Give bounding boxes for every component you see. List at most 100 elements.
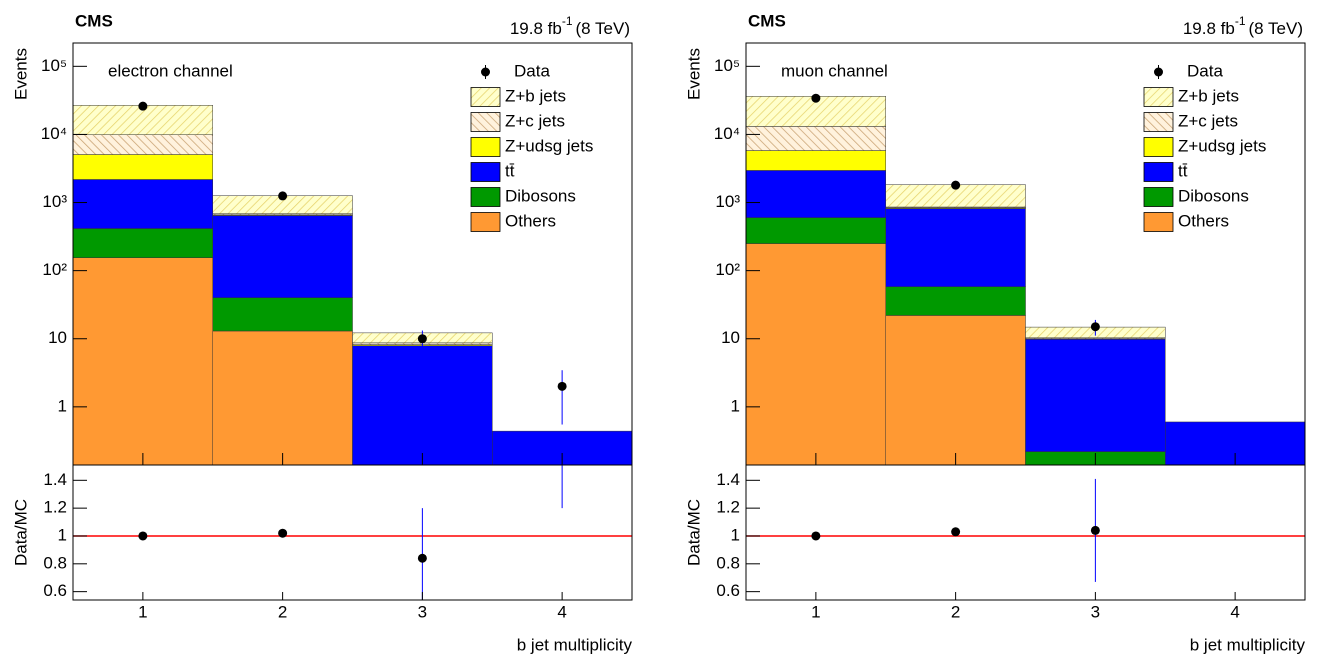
stack [73, 101, 632, 465]
ratio-point [811, 531, 821, 541]
ratio-points [73, 44, 632, 600]
y-axis-label: Events [684, 48, 703, 100]
y-tick-label: 10⁵ [41, 56, 67, 75]
x-axis-label: b jet multiplicity [517, 635, 633, 654]
legend-label: Z+c jets [505, 111, 565, 130]
cms-title: CMS [748, 11, 786, 30]
y-tick-label: 0.8 [716, 553, 740, 572]
legend-label: tt̄ [1178, 161, 1188, 180]
stack-segment [73, 179, 213, 229]
legend-swatch [470, 87, 501, 107]
y-tick-label: 1 [731, 525, 740, 544]
lumi-energy: (8 TeV) [576, 19, 631, 38]
legend-label: Others [1178, 211, 1229, 230]
x-tick-label: 3 [1091, 602, 1100, 621]
legend-swatch [1143, 187, 1174, 207]
channel-label: muon channel [781, 61, 888, 80]
lumi: 19.8 fb-1 (8 TeV) [510, 14, 630, 38]
data-point [138, 101, 148, 111]
stack-segment [746, 126, 886, 151]
legend-swatch [1143, 162, 1174, 182]
lumi: 19.8 fb-1 (8 TeV) [1183, 14, 1303, 38]
x-tick-label: 1 [811, 602, 820, 621]
legend-swatch [470, 187, 501, 207]
y-tick-label: 1 [731, 396, 740, 415]
x-tick-label: 1 [138, 602, 147, 621]
y-tick-label: 1.4 [43, 470, 67, 489]
legend-swatch [1143, 137, 1174, 157]
x-tick-label: 3 [418, 602, 427, 621]
ratio-point [138, 531, 148, 541]
legend-swatch [1143, 112, 1174, 132]
legend-label: Data [514, 61, 550, 80]
stack-segment [746, 150, 886, 171]
y-tick-label: 10 [721, 328, 740, 347]
data-point [951, 180, 961, 190]
y-tick-label: 10³ [42, 192, 67, 211]
legend-label: Data [1187, 61, 1223, 80]
y-tick-label: 0.6 [716, 581, 740, 600]
stack-segment [1025, 339, 1166, 452]
legend-label: Z+b jets [505, 86, 566, 105]
lumi-exponent: -1 [1235, 14, 1246, 28]
data-point [278, 191, 288, 201]
stack-segment [746, 243, 886, 465]
stack-segment [885, 315, 1026, 465]
ratio-point [278, 528, 288, 538]
stack-segment [73, 154, 213, 180]
y-tick-label: 10 [48, 328, 67, 347]
stack-segment [885, 208, 1026, 287]
legend-label: Z+udsg jets [505, 136, 593, 155]
stack-segment [746, 170, 886, 218]
stack-segment [885, 286, 1026, 316]
legend-swatch [470, 112, 501, 132]
legend-marker [481, 67, 490, 77]
y-tick-label: 10⁴ [714, 124, 740, 143]
x-axis-label: b jet multiplicity [1190, 635, 1306, 654]
legend-swatch [470, 137, 501, 157]
channel-label: electron channel [108, 61, 233, 80]
y-tick-label: 1 [58, 525, 67, 544]
ratio-points [746, 478, 1305, 582]
x-tick-label: 4 [1230, 602, 1239, 621]
lumi-energy: (8 TeV) [1249, 19, 1304, 38]
y-tick-label: 1.2 [716, 498, 740, 517]
frame [745, 464, 1306, 601]
stack-segment [212, 215, 353, 298]
ratio-point [951, 527, 961, 537]
y-tick-label: 1.4 [716, 470, 740, 489]
y-tick-label: 10² [42, 260, 67, 279]
x-tick-label: 2 [278, 602, 287, 621]
stack-segment [73, 228, 213, 258]
y-tick-label: 10⁴ [41, 124, 67, 143]
legend-swatch [470, 162, 501, 182]
stack-segment [212, 330, 353, 465]
y-tick-label: 1.2 [43, 498, 67, 517]
y-tick-label: 0.6 [43, 581, 67, 600]
x-tick-label: 4 [557, 602, 566, 621]
ratio-point [1090, 525, 1100, 535]
legend-label: Z+c jets [1178, 111, 1238, 130]
y-axis-label: Data/MC [684, 499, 703, 566]
legend-swatch [1143, 87, 1174, 107]
ratio-point [558, 44, 567, 53]
legend-label: Others [505, 211, 556, 230]
legend-label: Dibosons [505, 186, 576, 205]
ratio-point [417, 553, 427, 563]
y-tick-label: 1 [58, 396, 67, 415]
legend-label: Z+udsg jets [1178, 136, 1266, 155]
y-axis-label: Data/MC [11, 499, 30, 566]
stack-segment [73, 257, 213, 465]
stack-segment [73, 134, 213, 155]
y-axis-label: Events [11, 48, 30, 100]
legend-label: Dibosons [1178, 186, 1249, 205]
y-tick-label: 0.8 [43, 553, 67, 572]
lumi-value: 19.8 fb [510, 19, 562, 38]
lumi-value: 19.8 fb [1183, 19, 1235, 38]
data-point [1090, 322, 1100, 332]
legend-swatch [1143, 212, 1174, 232]
stack-segment [212, 297, 353, 332]
y-tick-label: 10⁵ [714, 56, 740, 75]
data-point [557, 381, 567, 391]
legend-swatch [470, 212, 501, 232]
